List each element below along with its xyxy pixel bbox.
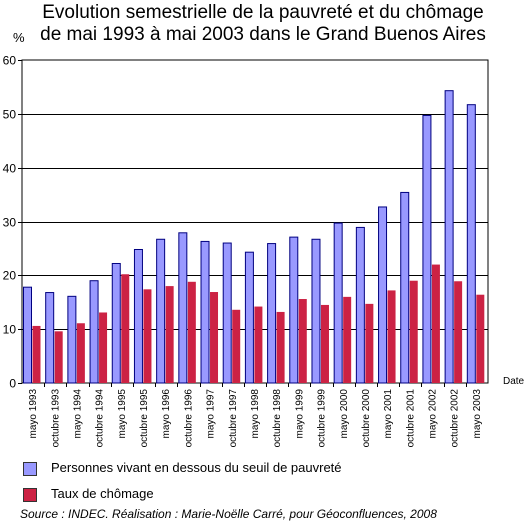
bar-chomage	[99, 312, 108, 383]
chart-title-line-2: de mai 1993 à mai 2003 dans le Grand Bue…	[40, 24, 486, 45]
bar-pauvrete	[444, 90, 454, 384]
bar-pauvrete	[222, 242, 232, 384]
x-tick-label: octubre 1993	[50, 389, 61, 448]
bar-chomage	[232, 309, 241, 383]
bar-chomage	[387, 290, 396, 383]
bar-chomage	[254, 306, 263, 383]
y-tick-label: 20	[3, 269, 17, 283]
x-tick-label: octubre 2001	[405, 389, 416, 448]
bar-pauvrete	[178, 232, 188, 384]
bar-chomage	[476, 294, 485, 383]
bar-chomage	[143, 289, 152, 383]
bar-chomage	[32, 325, 41, 383]
x-axis-label: Date	[503, 376, 525, 387]
bar-chomage	[409, 280, 418, 383]
bar-chomage	[320, 304, 329, 383]
legend-swatch-chomage	[23, 488, 37, 502]
y-axis-unit-label: %	[13, 30, 25, 45]
x-tick-label: mayo 1996	[161, 389, 172, 439]
bar-chomage	[365, 303, 374, 383]
legend-swatch-pauvrete	[23, 462, 37, 476]
x-tick-label: octubre 2000	[361, 389, 372, 448]
x-tick-label: mayo 2003	[472, 389, 483, 439]
y-tick-label: 50	[3, 108, 17, 122]
bar-pauvrete	[267, 243, 277, 384]
bar-chomage	[276, 311, 285, 383]
bar-pauvrete	[23, 286, 32, 384]
x-tick-label: mayo 1993	[28, 389, 39, 439]
bar-pauvrete	[333, 222, 343, 384]
bar-pauvrete	[289, 236, 299, 384]
legend-label-chomage: Taux de chômage	[51, 486, 154, 501]
y-tick-label: 0	[9, 377, 16, 391]
x-tick-label: mayo 1997	[206, 389, 217, 439]
bar-pauvrete	[311, 238, 321, 384]
bar-pauvrete	[133, 248, 143, 384]
x-tick-label: mayo 2000	[339, 389, 350, 439]
x-tick-label: octubre 1994	[95, 389, 106, 448]
y-tick-label: 40	[3, 162, 17, 176]
bar-chomage	[431, 264, 440, 383]
bar-pauvrete	[200, 240, 210, 384]
x-tick-label: octubre 1995	[139, 389, 150, 448]
x-tick-label: octubre 1997	[228, 389, 239, 448]
y-tick-label: 10	[3, 323, 17, 337]
bar-chomage	[121, 274, 130, 383]
x-tick-label: mayo 1994	[72, 389, 83, 439]
y-tick-label: 60	[3, 54, 17, 68]
bar-chomage	[165, 286, 174, 383]
y-tick-label: 30	[3, 216, 17, 230]
x-tick-label: octubre 2002	[450, 389, 461, 448]
bar-pauvrete	[45, 292, 55, 384]
bar-chomage	[54, 331, 63, 383]
bar-pauvrete	[111, 262, 121, 384]
bar-chomage	[187, 281, 196, 383]
bar-chomage	[343, 296, 352, 383]
bar-pauvrete	[244, 251, 254, 384]
x-tick-label: octubre 1996	[183, 389, 194, 448]
bar-pauvrete	[67, 295, 77, 384]
x-tick-label: mayo 1998	[250, 389, 261, 439]
bar-chomage	[454, 281, 463, 383]
bar-pauvrete	[422, 114, 432, 384]
source-note: Source : INDEC. Réalisation : Marie-Noël…	[20, 507, 437, 521]
bar-pauvrete	[89, 280, 99, 384]
bar-pauvrete	[466, 104, 476, 384]
x-tick-label: mayo 2002	[428, 389, 439, 439]
x-tick-label: mayo 1995	[117, 389, 128, 439]
x-tick-label: octubre 1999	[317, 389, 328, 448]
bar-pauvrete	[156, 238, 166, 384]
x-tick-label: octubre 1998	[272, 389, 283, 448]
legend-label-pauvrete: Personnes vivant en dessous du seuil de …	[51, 460, 342, 475]
bar-chomage	[210, 292, 219, 383]
bar-pauvrete	[355, 226, 365, 384]
chart-title-line-1: Evolution semestrielle de la pauvreté et…	[42, 2, 484, 23]
bar-chomage	[298, 299, 307, 383]
x-tick-label: mayo 1999	[294, 389, 305, 439]
x-tick-label: mayo 2001	[383, 389, 394, 439]
bar-pauvrete	[400, 191, 410, 384]
bar-pauvrete	[378, 206, 388, 384]
bar-chomage	[76, 323, 85, 383]
